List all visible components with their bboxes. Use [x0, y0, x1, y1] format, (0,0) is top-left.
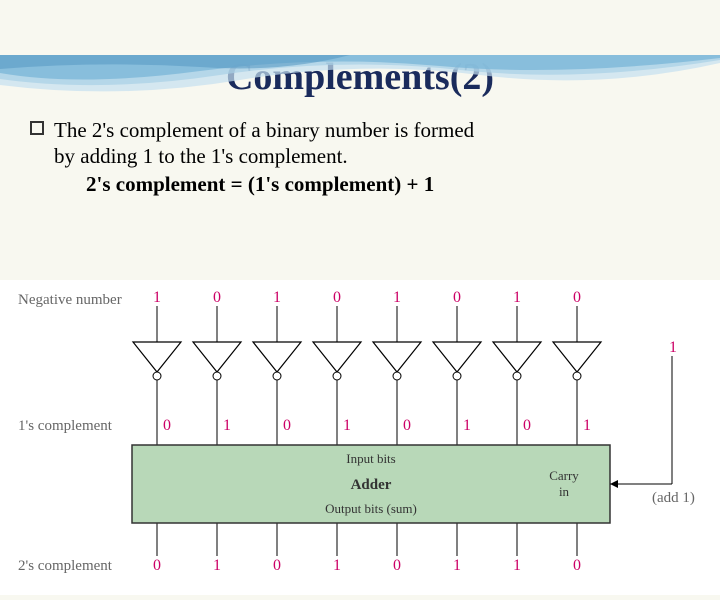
inverter-bubble: [393, 372, 401, 380]
ones-bit: 0: [523, 417, 531, 434]
label-adder: Adder: [351, 477, 392, 493]
negative-bit: 1: [153, 289, 161, 306]
inverter-gate: [553, 342, 601, 372]
twos-bit: 0: [153, 557, 161, 574]
twos-bit: 1: [213, 557, 221, 574]
twos-bit: 1: [453, 557, 461, 574]
twos-bit: 1: [513, 557, 521, 574]
inverter-bubble: [153, 372, 161, 380]
label-input-bits: Input bits: [346, 451, 395, 466]
inverter-gate: [313, 342, 361, 372]
twos-bit: 0: [393, 557, 401, 574]
twos-bit: 1: [333, 557, 341, 574]
ones-bit: 0: [283, 417, 291, 434]
label-carry-in: in: [559, 484, 570, 499]
label-carry: Carry: [549, 468, 579, 483]
ones-bit: 1: [223, 417, 231, 434]
label-ones-complement: 1's complement: [18, 418, 113, 434]
negative-bit: 1: [273, 289, 281, 306]
inverter-gate: [133, 342, 181, 372]
label-add1: (add 1): [652, 490, 695, 506]
inverter-bubble: [513, 372, 521, 380]
inverter-gate: [433, 342, 481, 372]
ones-bit: 1: [463, 417, 471, 434]
inverter-bubble: [573, 372, 581, 380]
bullet-line-2: by adding 1 to the 1's complement.: [54, 143, 474, 169]
inverter-gate: [253, 342, 301, 372]
twos-bit: 0: [273, 557, 281, 574]
inverter-bubble: [273, 372, 281, 380]
inverter-gate: [373, 342, 421, 372]
carry-bit: 1: [669, 339, 677, 356]
negative-bit: 0: [333, 289, 341, 306]
label-twos-complement: 2's complement: [18, 558, 113, 574]
ones-bit: 0: [403, 417, 411, 434]
inverter-bubble: [453, 372, 461, 380]
inverter-gate: [193, 342, 241, 372]
negative-bit: 0: [453, 289, 461, 306]
ones-bit: 1: [583, 417, 591, 434]
carry-arrow: [610, 480, 618, 488]
complement-diagram: Negative number 1 0 0 0 1 1 1 0 0 0 1 1 1 0 0 0 1 1 1 0 1 0 1 0 1…: [0, 280, 720, 595]
twos-bit: 0: [573, 557, 581, 574]
label-negative-number: Negative number: [18, 292, 122, 308]
inverter-bubble: [333, 372, 341, 380]
ones-bit: 0: [163, 417, 171, 434]
inverter-gate: [493, 342, 541, 372]
negative-bit: 1: [513, 289, 521, 306]
negative-bit: 0: [213, 289, 221, 306]
formula-text: 2's complement = (1's complement) + 1: [86, 172, 690, 197]
wave-decoration: [0, 55, 720, 135]
negative-bit: 1: [393, 289, 401, 306]
diagram-container: Negative number 1 0 0 0 1 1 1 0 0 0 1 1 1 0 0 0 1 1 1 0 1 0 1 0 1…: [0, 280, 720, 595]
ones-bit: 1: [343, 417, 351, 434]
inverter-bubble: [213, 372, 221, 380]
label-output-bits: Output bits (sum): [325, 501, 417, 516]
negative-bit: 0: [573, 289, 581, 306]
